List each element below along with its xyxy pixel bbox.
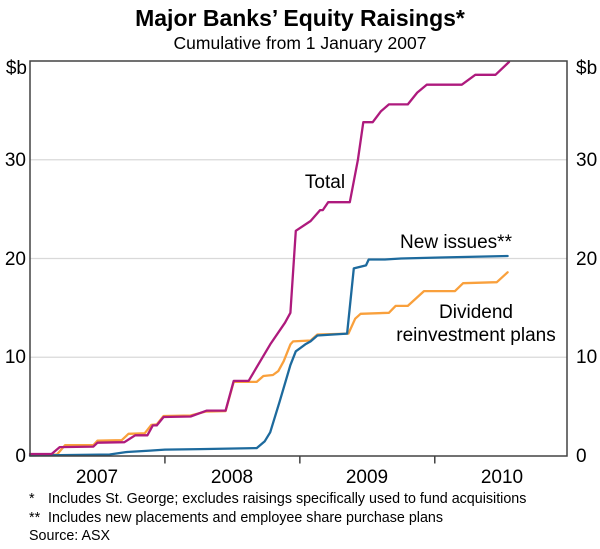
footnote-1-marker: * — [29, 491, 35, 507]
series-line-total — [28, 60, 511, 456]
series-label-total: Total — [305, 172, 345, 193]
y-axis-label-left-30: 30 — [5, 150, 26, 171]
x-axis-label-2010: 2010 — [481, 467, 523, 488]
y-axis-label-right-10: 10 — [576, 347, 597, 368]
x-axis-label-2007: 2007 — [76, 467, 118, 488]
y-axis-unit-left: $b — [6, 58, 27, 79]
footnote-1: * Includes St. George; excludes raisings… — [29, 490, 594, 509]
y-axis-label-right-0: 0 — [576, 446, 587, 467]
y-axis-unit-right: $b — [576, 58, 597, 79]
chart-subtitle: Cumulative from 1 January 2007 — [173, 33, 427, 53]
series-lines — [28, 60, 511, 457]
chart-title: Major Banks’ Equity Raisings* — [135, 5, 465, 31]
y-axis-label-right-20: 20 — [576, 249, 597, 270]
y-axis-label-right-30: 30 — [576, 150, 597, 171]
plot-frame — [29, 60, 568, 457]
footnote-2-text: Includes new placements and employee sha… — [48, 509, 443, 526]
series-line-drp — [28, 271, 509, 457]
footnote-2: ** Includes new placements and employee … — [29, 509, 594, 528]
series-label-drp-line2: reinvestment plans — [396, 325, 555, 346]
gridlines — [30, 159, 567, 358]
footnote-source: Source: ASX — [29, 527, 594, 546]
x-axis-label-2009: 2009 — [346, 467, 388, 488]
series-label-drp-line1: Dividend — [439, 302, 513, 323]
y-axis-label-left-0: 0 — [15, 446, 26, 467]
footnotes: * Includes St. George; excludes raisings… — [29, 490, 594, 546]
x-axis-label-2008: 2008 — [211, 467, 253, 488]
footnote-source-text: Source: ASX — [29, 528, 111, 545]
x-axis-ticks — [164, 456, 436, 464]
footnote-1-text: Includes St. George; excludes raisings s… — [48, 491, 527, 507]
y-axis-label-left-20: 20 — [5, 249, 26, 270]
y-axis-label-left-10: 10 — [5, 347, 26, 368]
series-label-new-issues: New issues** — [400, 232, 513, 253]
footnote-2-marker: ** — [29, 509, 41, 526]
series-line-new_issues — [28, 254, 509, 457]
